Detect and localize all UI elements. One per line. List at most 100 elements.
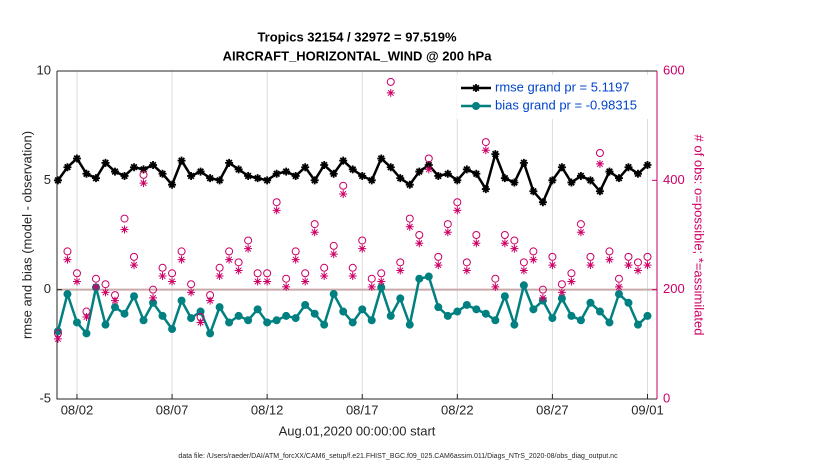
asterisk-marker <box>291 171 300 180</box>
circle-marker <box>643 252 652 261</box>
asterisk-marker <box>624 163 633 172</box>
asterisk-marker <box>348 165 357 174</box>
asterisk-marker <box>91 174 100 183</box>
asterisk-marker <box>63 163 72 172</box>
chart-subtitle: AIRCRAFT_HORIZONTAL_WIND @ 200 hPa <box>223 48 493 63</box>
asterisk-marker <box>53 334 62 343</box>
circle-marker <box>595 307 604 316</box>
y-tick-label: 5 <box>44 172 51 187</box>
circle-marker <box>396 294 405 303</box>
circle-marker <box>168 325 177 334</box>
circle-marker <box>510 320 519 329</box>
circle-marker <box>120 309 129 318</box>
circle-marker <box>177 247 186 256</box>
circle-marker <box>472 231 481 239</box>
circle-marker <box>548 314 557 323</box>
asterisk-marker <box>424 165 433 174</box>
circle-marker <box>586 252 595 261</box>
asterisk-marker <box>329 169 338 178</box>
asterisk-marker <box>377 154 386 163</box>
asterisk-marker <box>595 159 604 168</box>
circle-marker <box>187 280 196 289</box>
asterisk-marker <box>481 146 490 155</box>
circle-marker <box>101 280 110 289</box>
legend-box <box>457 75 653 119</box>
asterisk-marker <box>557 163 566 172</box>
asterisk-marker <box>91 282 100 291</box>
y-tick-label: 10 <box>37 62 51 77</box>
circle-marker <box>72 269 81 278</box>
asterisk-marker <box>130 163 139 172</box>
asterisk-marker <box>158 169 167 178</box>
asterisk-marker <box>177 255 186 264</box>
circle-marker <box>434 252 443 261</box>
asterisk-marker <box>225 158 234 167</box>
asterisk-marker <box>177 156 186 165</box>
circle-marker <box>519 281 528 290</box>
circle-marker <box>633 320 642 329</box>
asterisk-marker <box>586 261 595 270</box>
circle-marker <box>101 320 110 329</box>
circle-marker <box>196 307 205 316</box>
circle-marker <box>576 316 585 325</box>
asterisk-marker <box>149 293 158 302</box>
circle-marker <box>443 220 452 229</box>
circle-marker <box>187 314 196 323</box>
asterisk-marker <box>605 255 614 264</box>
circle-marker <box>491 316 500 325</box>
asterisk-marker <box>500 174 509 183</box>
asterisk-marker <box>320 161 329 170</box>
chart-title: Tropics 32154 / 32972 = 97.519% <box>257 29 457 44</box>
asterisk-marker <box>415 167 424 176</box>
circle-marker <box>111 303 120 312</box>
circle-marker <box>396 258 405 267</box>
asterisk-marker <box>377 277 386 286</box>
asterisk-marker <box>244 171 253 180</box>
asterisk-marker <box>614 282 623 291</box>
legend-text: rmse grand pr = 5.1197 <box>495 79 630 94</box>
circle-marker <box>291 314 300 323</box>
asterisk-marker <box>263 277 272 286</box>
circle-marker <box>415 231 424 239</box>
asterisk-marker <box>196 167 205 176</box>
asterisk-marker <box>53 176 62 185</box>
asterisk-marker <box>586 176 595 185</box>
asterisk-marker <box>63 255 72 264</box>
asterisk-marker <box>301 163 310 172</box>
asterisk-marker <box>158 272 167 280</box>
circle-marker <box>643 311 652 320</box>
asterisk-marker <box>396 174 405 183</box>
asterisk-marker <box>396 266 405 275</box>
asterisk-marker <box>291 255 300 264</box>
asterisk-marker <box>149 161 158 170</box>
circle-marker <box>263 318 272 327</box>
asterisk-marker <box>272 206 281 215</box>
asterisk-marker <box>605 167 614 176</box>
circle-marker <box>244 236 253 245</box>
asterisk-marker <box>462 165 471 174</box>
circle-marker <box>72 318 81 327</box>
asterisk-marker <box>443 228 452 237</box>
circle-marker <box>405 320 414 329</box>
circle-marker <box>339 307 348 316</box>
circle-marker <box>529 305 538 314</box>
asterisk-marker <box>101 288 110 297</box>
y2-tick-label: 600 <box>663 62 685 77</box>
legend: rmse grand pr = 5.1197 bias grand pr = -0… <box>457 75 653 119</box>
circle-marker <box>595 149 604 157</box>
circle-marker <box>586 298 595 307</box>
circle-marker <box>168 269 177 278</box>
asterisk-marker <box>187 288 196 297</box>
circle-marker <box>567 311 576 320</box>
asterisk-marker <box>120 225 129 234</box>
circle-marker <box>472 102 480 110</box>
asterisk-marker <box>643 261 652 270</box>
circle-marker <box>130 252 139 261</box>
asterisk-marker <box>282 167 291 176</box>
asterisk-marker <box>405 180 414 189</box>
asterisk-marker <box>567 178 576 187</box>
x-axis-label: Aug.01,2020 00:00:00 start <box>279 423 436 438</box>
circle-marker <box>500 292 509 301</box>
circle-marker <box>329 241 338 250</box>
